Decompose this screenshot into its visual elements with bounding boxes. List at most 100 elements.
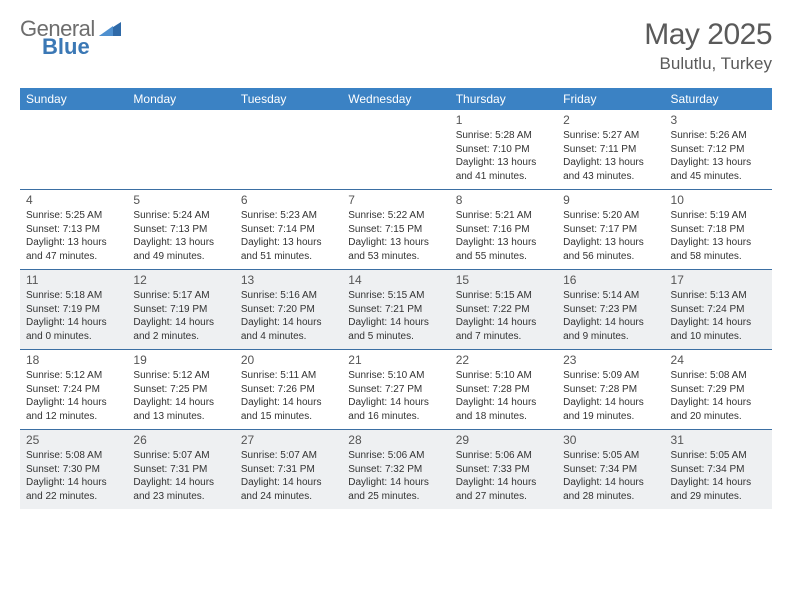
day-number: 5 bbox=[133, 193, 228, 207]
day-info: Sunrise: 5:06 AMSunset: 7:32 PMDaylight:… bbox=[348, 449, 443, 503]
day-cell bbox=[127, 110, 234, 190]
day-number: 2 bbox=[563, 113, 658, 127]
day-cell: 17 Sunrise: 5:13 AMSunset: 7:24 PMDayligh… bbox=[665, 270, 772, 350]
day-cell: 18 Sunrise: 5:12 AMSunset: 7:24 PMDayligh… bbox=[20, 350, 127, 430]
day-info: Sunrise: 5:20 AMSunset: 7:17 PMDaylight:… bbox=[563, 209, 658, 263]
col-saturday: Saturday bbox=[665, 88, 772, 110]
day-cell: 31 Sunrise: 5:05 AMSunset: 7:34 PMDayligh… bbox=[665, 430, 772, 510]
day-info: Sunrise: 5:24 AMSunset: 7:13 PMDaylight:… bbox=[133, 209, 228, 263]
day-info: Sunrise: 5:09 AMSunset: 7:28 PMDaylight:… bbox=[563, 369, 658, 423]
day-number: 29 bbox=[456, 433, 551, 447]
day-info: Sunrise: 5:10 AMSunset: 7:28 PMDaylight:… bbox=[456, 369, 551, 423]
calendar-page: General Blue May 2025 Bulutlu, Turkey Su… bbox=[0, 0, 792, 612]
day-cell: 13Sunrise: 5:16 AMSunset: 7:20 PMDayligh… bbox=[235, 270, 342, 350]
day-cell: 3Sunrise: 5:26 AMSunset: 7:12 PMDaylight… bbox=[665, 110, 772, 190]
day-info: Sunrise: 5:07 AMSunset: 7:31 PMDaylight:… bbox=[241, 449, 336, 503]
day-info: Sunrise: 5:15 AMSunset: 7:22 PMDaylight:… bbox=[456, 289, 551, 343]
day-number: 24 bbox=[671, 353, 766, 367]
day-info: Sunrise: 5:11 AMSunset: 7:26 PMDaylight:… bbox=[241, 369, 336, 423]
day-number: 10 bbox=[671, 193, 766, 207]
day-info: Sunrise: 5:06 AMSunset: 7:33 PMDaylight:… bbox=[456, 449, 551, 503]
week-row: 4Sunrise: 5:25 AMSunset: 7:13 PMDaylight… bbox=[20, 190, 772, 270]
day-number: 16 bbox=[563, 273, 658, 287]
col-friday: Friday bbox=[557, 88, 664, 110]
day-cell: 10Sunrise: 5:19 AMSunset: 7:18 PMDayligh… bbox=[665, 190, 772, 270]
day-info: Sunrise: 5:12 AMSunset: 7:25 PMDaylight:… bbox=[133, 369, 228, 423]
day-info: Sunrise: 5:21 AMSunset: 7:16 PMDaylight:… bbox=[456, 209, 551, 263]
day-cell: 12 Sunrise: 5:17 AMSunset: 7:19 PMDayligh… bbox=[127, 270, 234, 350]
day-cell: 4Sunrise: 5:25 AMSunset: 7:13 PMDaylight… bbox=[20, 190, 127, 270]
day-number: 27 bbox=[241, 433, 336, 447]
week-row: 1 Sunrise: 5:28 AMSunset: 7:10 PMDaylight… bbox=[20, 110, 772, 190]
day-cell: 29 Sunrise: 5:06 AMSunset: 7:33 PMDayligh… bbox=[450, 430, 557, 510]
day-number: 18 bbox=[26, 353, 121, 367]
location: Bulutlu, Turkey bbox=[644, 54, 772, 74]
day-info: Sunrise: 5:05 AMSunset: 7:34 PMDaylight:… bbox=[563, 449, 658, 503]
day-number: 14 bbox=[348, 273, 443, 287]
day-number: 25 bbox=[26, 433, 121, 447]
day-info: Sunrise: 5:13 AMSunset: 7:24 PMDaylight:… bbox=[671, 289, 766, 343]
day-cell: 27 Sunrise: 5:07 AMSunset: 7:31 PMDayligh… bbox=[235, 430, 342, 510]
col-sunday: Sunday bbox=[20, 88, 127, 110]
calendar-body: 1 Sunrise: 5:28 AMSunset: 7:10 PMDaylight… bbox=[20, 110, 772, 509]
day-cell: 19 Sunrise: 5:12 AMSunset: 7:25 PMDayligh… bbox=[127, 350, 234, 430]
day-number: 6 bbox=[241, 193, 336, 207]
col-tuesday: Tuesday bbox=[235, 88, 342, 110]
day-cell bbox=[20, 110, 127, 190]
day-number: 22 bbox=[456, 353, 551, 367]
day-number: 9 bbox=[563, 193, 658, 207]
day-number: 21 bbox=[348, 353, 443, 367]
day-cell: 22 Sunrise: 5:10 AMSunset: 7:28 PMDayligh… bbox=[450, 350, 557, 430]
day-cell: 20Sunrise: 5:11 AMSunset: 7:26 PMDayligh… bbox=[235, 350, 342, 430]
day-number: 19 bbox=[133, 353, 228, 367]
calendar-table: Sunday Monday Tuesday Wednesday Thursday… bbox=[20, 88, 772, 509]
day-number: 8 bbox=[456, 193, 551, 207]
day-info: Sunrise: 5:14 AMSunset: 7:23 PMDaylight:… bbox=[563, 289, 658, 343]
day-cell: 26 Sunrise: 5:07 AMSunset: 7:31 PMDayligh… bbox=[127, 430, 234, 510]
page-title: May 2025 bbox=[644, 18, 772, 52]
day-cell: 15Sunrise: 5:15 AMSunset: 7:22 PMDayligh… bbox=[450, 270, 557, 350]
day-header-row: Sunday Monday Tuesday Wednesday Thursday… bbox=[20, 88, 772, 110]
day-number: 11 bbox=[26, 273, 121, 287]
day-number: 31 bbox=[671, 433, 766, 447]
day-info: Sunrise: 5:08 AMSunset: 7:29 PMDaylight:… bbox=[671, 369, 766, 423]
day-cell: 2 Sunrise: 5:27 AMSunset: 7:11 PMDaylight… bbox=[557, 110, 664, 190]
logo-word2: Blue bbox=[42, 36, 121, 58]
day-cell: 7 Sunrise: 5:22 AMSunset: 7:15 PMDaylight… bbox=[342, 190, 449, 270]
day-cell: 11 Sunrise: 5:18 AMSunset: 7:19 PMDayligh… bbox=[20, 270, 127, 350]
day-info: Sunrise: 5:15 AMSunset: 7:21 PMDaylight:… bbox=[348, 289, 443, 343]
day-cell: 5 Sunrise: 5:24 AMSunset: 7:13 PMDaylight… bbox=[127, 190, 234, 270]
day-info: Sunrise: 5:27 AMSunset: 7:11 PMDaylight:… bbox=[563, 129, 658, 183]
day-cell: 28 Sunrise: 5:06 AMSunset: 7:32 PMDayligh… bbox=[342, 430, 449, 510]
day-number: 4 bbox=[26, 193, 121, 207]
day-number: 12 bbox=[133, 273, 228, 287]
day-info: Sunrise: 5:10 AMSunset: 7:27 PMDaylight:… bbox=[348, 369, 443, 423]
day-cell: 1 Sunrise: 5:28 AMSunset: 7:10 PMDaylight… bbox=[450, 110, 557, 190]
day-number: 17 bbox=[671, 273, 766, 287]
day-info: Sunrise: 5:05 AMSunset: 7:34 PMDaylight:… bbox=[671, 449, 766, 503]
day-info: Sunrise: 5:12 AMSunset: 7:24 PMDaylight:… bbox=[26, 369, 121, 423]
title-block: May 2025 Bulutlu, Turkey bbox=[644, 18, 772, 74]
day-info: Sunrise: 5:22 AMSunset: 7:15 PMDaylight:… bbox=[348, 209, 443, 263]
day-cell: 25 Sunrise: 5:08 AMSunset: 7:30 PMDayligh… bbox=[20, 430, 127, 510]
day-cell bbox=[342, 110, 449, 190]
day-cell: 8 Sunrise: 5:21 AMSunset: 7:16 PMDaylight… bbox=[450, 190, 557, 270]
day-info: Sunrise: 5:28 AMSunset: 7:10 PMDaylight:… bbox=[456, 129, 551, 183]
col-thursday: Thursday bbox=[450, 88, 557, 110]
day-info: Sunrise: 5:18 AMSunset: 7:19 PMDaylight:… bbox=[26, 289, 121, 343]
day-cell bbox=[235, 110, 342, 190]
logo: General Blue bbox=[20, 18, 121, 58]
day-cell: 24 Sunrise: 5:08 AMSunset: 7:29 PMDayligh… bbox=[665, 350, 772, 430]
day-cell: 9 Sunrise: 5:20 AMSunset: 7:17 PMDaylight… bbox=[557, 190, 664, 270]
day-info: Sunrise: 5:08 AMSunset: 7:30 PMDaylight:… bbox=[26, 449, 121, 503]
day-number: 1 bbox=[456, 113, 551, 127]
day-cell: 6Sunrise: 5:23 AMSunset: 7:14 PMDaylight… bbox=[235, 190, 342, 270]
day-info: Sunrise: 5:07 AMSunset: 7:31 PMDaylight:… bbox=[133, 449, 228, 503]
day-cell: 16 Sunrise: 5:14 AMSunset: 7:23 PMDayligh… bbox=[557, 270, 664, 350]
day-info: Sunrise: 5:17 AMSunset: 7:19 PMDaylight:… bbox=[133, 289, 228, 343]
day-number: 7 bbox=[348, 193, 443, 207]
week-row: 11 Sunrise: 5:18 AMSunset: 7:19 PMDayligh… bbox=[20, 270, 772, 350]
day-number: 28 bbox=[348, 433, 443, 447]
day-cell: 23Sunrise: 5:09 AMSunset: 7:28 PMDayligh… bbox=[557, 350, 664, 430]
day-number: 26 bbox=[133, 433, 228, 447]
